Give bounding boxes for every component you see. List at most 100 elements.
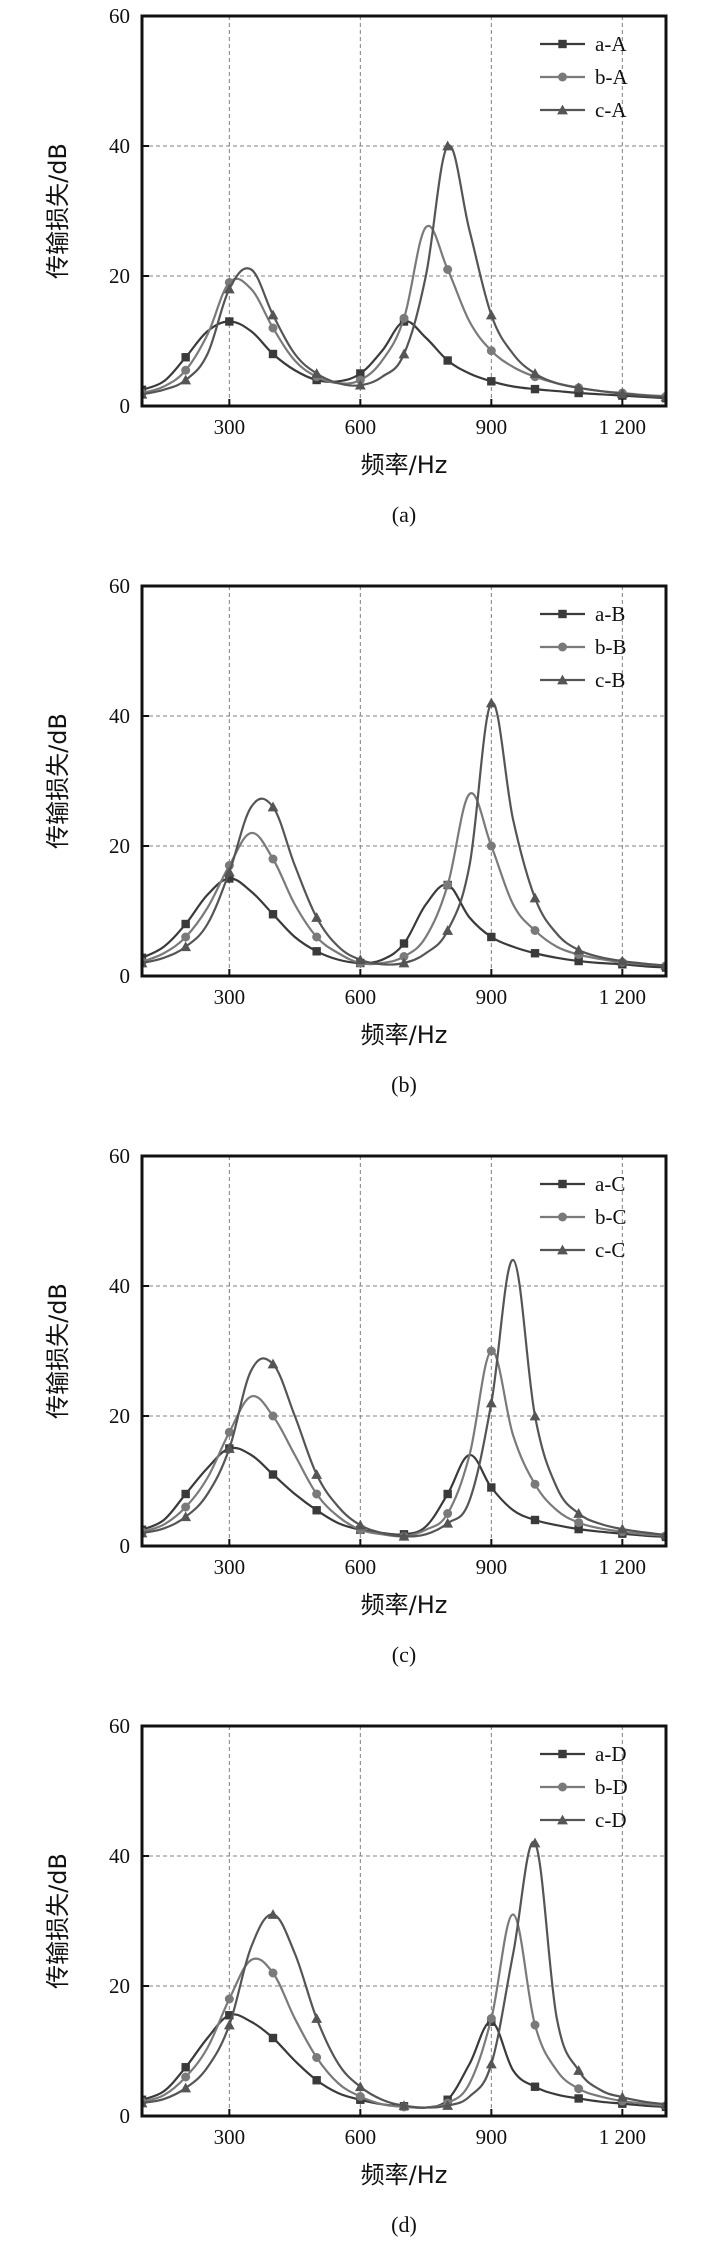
data-point-b-B-9 — [312, 932, 322, 942]
data-point-a-A-5 — [225, 317, 234, 326]
data-point-c-B-3 — [180, 941, 192, 952]
data-point-b-C-5 — [224, 1427, 234, 1437]
data-point-c-A-11 — [354, 379, 366, 390]
data-point-a-C-9 — [312, 1506, 321, 1515]
data-point-c-D-13 — [398, 2100, 410, 2110]
y-axis-title: 传输损失/dB — [44, 143, 72, 279]
panel-label: (c) — [392, 1642, 416, 1667]
legend-label-b-B: b-B — [595, 635, 627, 659]
legend-marker-a-B — [558, 609, 567, 619]
x-axis-title: 频率/Hz — [361, 451, 448, 479]
data-point-a-A-19 — [530, 384, 540, 394]
chart-panel-1: 300 600 900 1 200 0 20 40 60 频率/Hz 传输损失/dB (a) a-A b… — [44, 4, 668, 527]
panel-label: (a) — [392, 502, 416, 527]
data-point-c-B-11 — [354, 954, 366, 965]
data-point-b-D-11 — [355, 2092, 365, 2101]
data-point-a-D-19 — [530, 2082, 540, 2091]
data-point-b-D-21 — [574, 2084, 584, 2094]
data-point-a-D-5 — [225, 2011, 234, 2020]
y-tick-label-3: 40 — [109, 134, 130, 158]
data-point-b-C-9 — [312, 1489, 322, 1499]
data-point-a-B-7 — [268, 910, 278, 919]
data-point-a-A-11 — [356, 369, 365, 378]
data-point-c-D-5 — [223, 2019, 235, 2030]
data-point-c-B-15 — [442, 925, 454, 935]
y-tick-label-2: 20 — [109, 834, 130, 858]
legend-marker-c-A — [557, 104, 568, 115]
legend-marker-a-C — [558, 1179, 567, 1189]
legend: a-B b-B c-B — [540, 602, 627, 692]
series-line-c-C — [142, 1258, 666, 1538]
data-point-b-B-3 — [181, 932, 191, 942]
data-point-c-A-23 — [616, 388, 628, 398]
data-point-a-D-3 — [181, 2063, 190, 2072]
data-point-a-C-7 — [268, 1470, 278, 1479]
x-tick-label-2: 600 — [345, 415, 377, 439]
data-point-b-C-7 — [268, 1411, 278, 1421]
data-point-a-A-15 — [443, 356, 452, 365]
plot-frame — [140, 1154, 668, 1548]
series-group — [142, 140, 666, 403]
plot-frame — [140, 1724, 668, 2118]
data-point-b-C-17 — [486, 1346, 496, 1356]
legend-label-b-D: b-D — [595, 1775, 628, 1799]
data-point-a-B-9 — [312, 947, 321, 956]
legend-marker-a-D — [558, 1749, 567, 1759]
data-point-b-D-9 — [312, 2053, 322, 2062]
data-point-a-D-21 — [574, 2094, 583, 2103]
x-tick-label-4: 1 200 — [599, 1555, 646, 1579]
legend-marker-b-C — [558, 1212, 567, 1222]
data-point-b-D-5 — [224, 1994, 234, 2004]
y-tick-label-3: 40 — [109, 1274, 130, 1298]
data-point-c-D-9 — [311, 2013, 323, 2023]
data-point-c-C-11 — [354, 1519, 366, 1530]
series-group — [142, 697, 666, 972]
series-line-c-D — [142, 1840, 666, 2109]
chart-panel-4: 300 600 900 1 200 0 20 40 60 频率/Hz 传输损失/dB (d) a-D b… — [44, 1714, 668, 2237]
data-point-b-C-15 — [443, 1509, 453, 1518]
legend-marker-a-A — [558, 39, 567, 49]
series-group — [142, 1837, 666, 2112]
data-point-a-C-17 — [487, 1483, 496, 1492]
data-point-c-C-23 — [616, 1523, 628, 1534]
y-tick-label-1: 0 — [120, 394, 131, 418]
data-point-b-A-17 — [486, 346, 496, 356]
data-point-b-B-15 — [443, 880, 453, 890]
data-point-b-C-19 — [530, 1479, 540, 1489]
y-tick-label-3: 40 — [109, 1844, 130, 1868]
data-point-b-A-15 — [443, 265, 453, 274]
panel-label: (b) — [391, 1072, 417, 1097]
data-point-a-D-9 — [312, 2076, 321, 2085]
x-tick-label-4: 1 200 — [599, 985, 646, 1009]
data-point-c-D-15 — [442, 2100, 454, 2110]
data-point-c-B-23 — [616, 955, 628, 966]
chart-panel-3: 300 600 900 1 200 0 20 40 60 频率/Hz 传输损失/dB (c) a-C b… — [44, 1144, 668, 1667]
x-tick-label-1: 300 — [214, 415, 246, 439]
data-point-a-D-7 — [268, 2033, 278, 2043]
data-point-b-D-17 — [486, 2014, 496, 2023]
y-tick-label-4: 60 — [109, 1144, 130, 1168]
data-point-c-B-19 — [529, 892, 541, 903]
data-point-a-B-3 — [181, 919, 190, 929]
x-tick-label-4: 1 200 — [599, 415, 646, 439]
data-point-c-D-21 — [573, 2065, 585, 2075]
data-point-c-D-23 — [616, 2091, 628, 2102]
data-point-b-D-19 — [530, 2020, 540, 2030]
legend-label-c-D: c-D — [595, 1808, 626, 1832]
y-axis-title: 传输损失/dB — [44, 713, 72, 849]
y-axis-title: 传输损失/dB — [44, 1283, 72, 1419]
data-point-b-B-17 — [486, 841, 496, 851]
data-point-b-B-7 — [268, 854, 278, 864]
data-point-a-A-3 — [181, 353, 190, 362]
data-point-c-D-19 — [529, 1837, 541, 1848]
x-axis-title: 频率/Hz — [361, 1021, 448, 1049]
y-tick-label-4: 60 — [109, 574, 130, 598]
x-tick-label-1: 300 — [214, 2125, 246, 2149]
series-group — [142, 1258, 666, 1542]
series-line-a-D — [142, 2013, 666, 2110]
data-point-b-A-3 — [181, 365, 191, 375]
x-tick-label-1: 300 — [214, 985, 246, 1009]
legend-label-c-C: c-C — [595, 1238, 625, 1262]
data-point-b-A-13 — [399, 313, 409, 323]
data-point-c-B-5 — [223, 866, 235, 877]
